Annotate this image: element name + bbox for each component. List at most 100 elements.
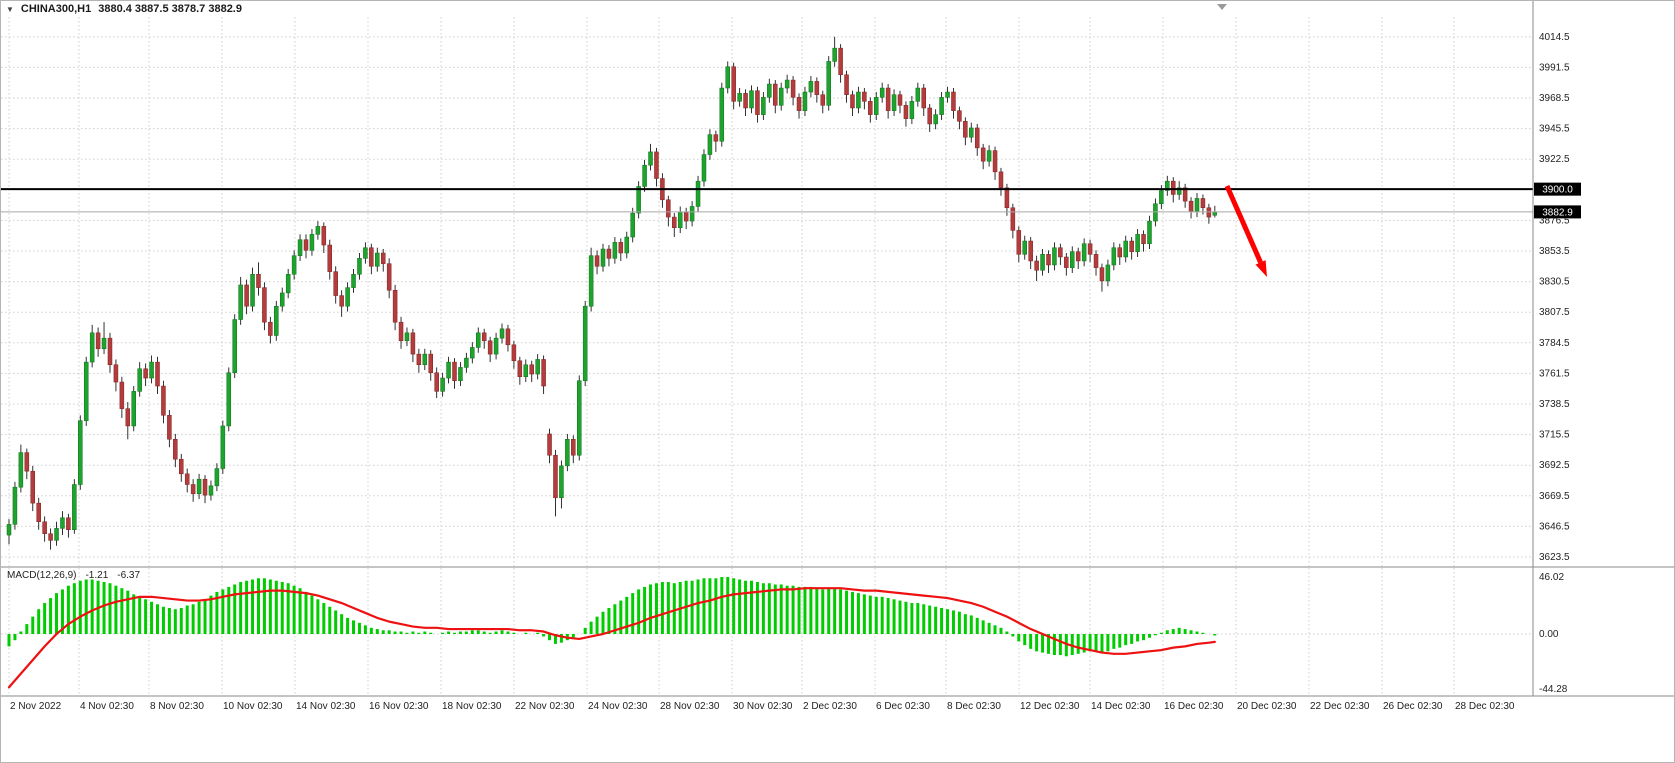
candle <box>83 356 89 426</box>
candle <box>974 123 980 156</box>
macd-histogram-bar <box>1195 631 1199 634</box>
macd-histogram-bar <box>108 583 112 634</box>
macd-histogram-bar <box>714 578 718 634</box>
candle <box>873 92 879 120</box>
macd-histogram-bar <box>1088 634 1092 652</box>
axis-layer: 2 Nov 2022 4 Nov 02:30 8 Nov 02:30 10 Nov 0… <box>10 32 1581 712</box>
candle <box>1182 183 1188 208</box>
macd-histogram-bar <box>55 593 59 634</box>
candle <box>24 448 30 480</box>
candle <box>553 449 558 517</box>
time-axis[interactable] <box>1 696 1675 724</box>
time-label: 2 Dec 02:30 <box>803 701 857 712</box>
macd-histogram-bar <box>102 581 106 634</box>
macd-histogram-bar <box>132 594 136 634</box>
candle <box>749 85 754 114</box>
macd-indicator-label: MACD(12,26,9) -1.21 -6.37 <box>7 570 140 581</box>
price-tick: 3761.5 <box>1539 368 1570 379</box>
macd-histogram-bar <box>161 606 165 634</box>
macd-histogram-bar <box>821 589 825 634</box>
macd-histogram-bar <box>803 586 807 634</box>
macd-histogram-bar <box>328 606 332 634</box>
candle <box>767 78 772 103</box>
macd-histogram-bar <box>951 610 955 634</box>
trend-arrow[interactable] <box>1224 184 1263 264</box>
time-label: 10 Nov 02:30 <box>223 701 283 712</box>
macd-histogram-bar <box>987 622 991 634</box>
candle <box>992 146 998 180</box>
price-axis[interactable] <box>1533 1 1675 696</box>
macd-histogram-bar <box>441 632 445 634</box>
macd-histogram-bar <box>292 585 296 634</box>
trend-arrow-head[interactable] <box>1255 260 1267 277</box>
macd-histogram-bar <box>185 605 189 634</box>
hline-price-badge <box>1534 182 1581 196</box>
macd-histogram-bar <box>417 632 421 634</box>
candle <box>903 101 909 127</box>
candle <box>1010 203 1016 239</box>
price-tick: 3738.5 <box>1539 399 1570 410</box>
time-label: 22 Nov 02:30 <box>515 701 575 712</box>
macd-histogram-bar <box>268 579 272 634</box>
candle <box>1135 229 1140 257</box>
candle <box>559 460 564 509</box>
candle <box>642 159 647 192</box>
macd-histogram-bar <box>1153 634 1157 636</box>
candle <box>856 86 861 114</box>
candle <box>131 386 136 432</box>
candle <box>672 213 677 238</box>
candle <box>1117 243 1123 265</box>
candle <box>1058 243 1063 265</box>
candle <box>440 372 445 397</box>
one-click-trading-toggle-icon[interactable]: ▼ <box>6 4 14 14</box>
candle <box>594 250 600 275</box>
candle <box>315 221 321 240</box>
macd-histogram-bar <box>458 631 462 634</box>
macd-histogram-bar <box>280 581 284 634</box>
macd-histogram-bar <box>1142 634 1146 641</box>
candle <box>820 90 826 114</box>
candle <box>773 80 778 114</box>
candle <box>731 62 736 110</box>
macd-histogram-bar <box>1094 634 1098 652</box>
macd-histogram-bar <box>553 634 557 644</box>
macd-histogram-bar <box>429 632 433 634</box>
macd-histogram-bar <box>613 604 617 634</box>
macd-histogram-bar <box>654 583 658 634</box>
macd-histogram-bar <box>969 615 973 634</box>
macd-histogram-bar <box>197 601 201 634</box>
macd-histogram-bar <box>797 586 801 634</box>
macd-histogram-bar <box>60 589 64 634</box>
candle <box>838 44 843 83</box>
macd-histogram-bar <box>928 605 932 634</box>
macd-histogram-bar <box>1159 632 1163 634</box>
candle <box>1099 263 1105 292</box>
candle <box>868 97 873 123</box>
macd-histogram-bar <box>934 606 938 634</box>
candle <box>1123 235 1128 263</box>
macd-histogram-bar <box>696 579 700 634</box>
macd-histogram-bar <box>1076 634 1080 654</box>
candle <box>980 143 986 170</box>
candle <box>969 122 974 143</box>
macd-histogram-bar <box>666 581 670 634</box>
candle <box>1087 239 1093 263</box>
candle <box>386 258 392 299</box>
macd-histogram-bar <box>904 601 908 634</box>
macd-histogram-bar <box>346 617 350 634</box>
price-tick: 3945.5 <box>1539 124 1570 135</box>
macd-axis-tick: 46.02 <box>1539 572 1564 583</box>
macd-histogram-bar <box>750 580 753 634</box>
macd-histogram-bar <box>411 631 415 634</box>
macd-histogram-bar <box>738 579 742 634</box>
candle <box>410 328 416 363</box>
macd-histogram-bar <box>690 580 694 634</box>
candle <box>481 328 487 349</box>
candle <box>909 96 915 124</box>
macd-histogram-bar <box>1189 630 1193 634</box>
candle <box>606 245 612 267</box>
time-label: 8 Nov 02:30 <box>150 701 204 712</box>
macd-histogram-bar <box>975 617 979 634</box>
